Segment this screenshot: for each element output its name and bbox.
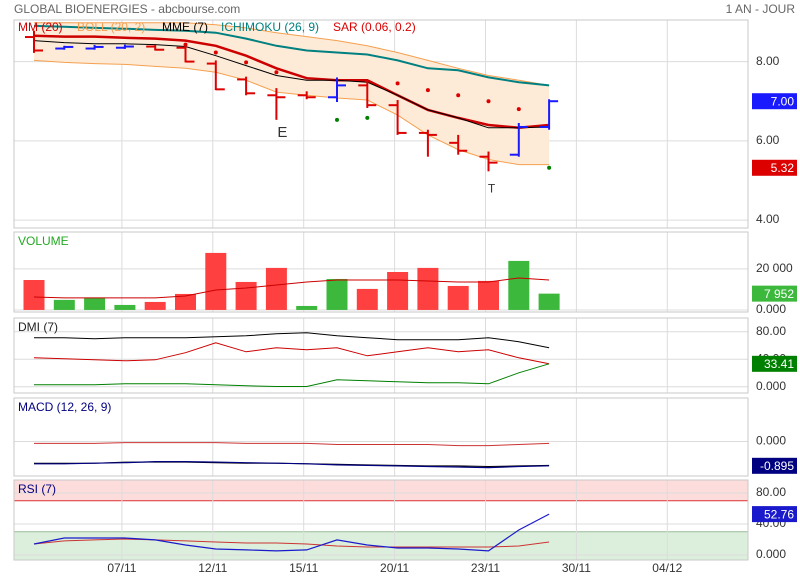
indicator-line	[33, 40, 550, 129]
annotation: E	[277, 124, 287, 141]
volume-bar	[478, 280, 499, 310]
volume-bar	[23, 280, 45, 310]
value-label-box	[752, 93, 797, 110]
value-label: 7 952	[764, 287, 794, 301]
value-label: 7.00	[771, 94, 795, 108]
volume-bar	[508, 260, 530, 310]
volume-bar	[84, 297, 106, 310]
legend-entry: MM (20)	[18, 20, 63, 34]
legend-entry: BOLL (20, 2)	[77, 20, 145, 34]
sar-dot	[395, 81, 400, 86]
value-label-box	[752, 457, 797, 474]
y-tick-label: 8.00	[756, 54, 780, 68]
y-tick-label: 0.000	[756, 547, 786, 561]
panel-frame	[13, 19, 749, 229]
indicator-line	[34, 332, 550, 349]
indicator-line	[33, 513, 550, 552]
sar-dot	[547, 165, 552, 170]
sar-dot	[456, 93, 461, 98]
value-label-box	[752, 506, 797, 523]
volume-bar	[447, 285, 469, 310]
sar-dot	[425, 88, 430, 93]
sar-dot	[213, 50, 218, 55]
bollinger-fill	[34, 22, 550, 165]
sar-dot	[335, 117, 339, 122]
value-label: 33.41	[764, 357, 794, 371]
volume-bar	[144, 301, 166, 310]
x-tick-label: 20/11	[380, 561, 409, 575]
value-label-box	[752, 285, 797, 302]
value-label: 52.76	[764, 507, 794, 521]
volume-bar	[417, 267, 439, 310]
panel-title: RSI (7)	[18, 482, 56, 496]
x-tick-label: 04/12	[652, 561, 682, 575]
legend-entry: ICHIMOKU (26, 9)	[221, 20, 319, 34]
sar-dot	[365, 115, 370, 120]
x-tick-label: 15/11	[289, 561, 318, 575]
sar-dot	[516, 107, 521, 112]
sar-dot	[183, 42, 188, 47]
indicator-line	[34, 461, 550, 469]
value-label-box	[752, 355, 797, 372]
annotation: T	[488, 182, 496, 196]
indicator-line	[34, 363, 550, 387]
y-tick-label: 0.000	[756, 434, 786, 448]
volume-bar	[205, 252, 227, 310]
volume-bar	[114, 304, 136, 310]
panel-frame	[13, 317, 749, 394]
value-label-box	[752, 159, 797, 176]
volume-bar	[356, 288, 378, 310]
legend-entry: SAR (0.06, 0.2)	[333, 20, 416, 34]
y-tick-label: 0.000	[756, 379, 786, 393]
legend-entry: MME (7)	[162, 20, 208, 34]
panel-frame	[13, 479, 749, 561]
panel-title: VOLUME	[18, 234, 69, 248]
value-label: 5.32	[771, 161, 795, 175]
volume-bar	[538, 293, 560, 310]
panel-frame	[13, 397, 749, 477]
volume-bar	[53, 299, 75, 310]
y-tick-label: 80.00	[756, 485, 786, 499]
x-tick-label: 12/11	[198, 561, 227, 575]
volume-bar	[296, 305, 318, 310]
y-tick-label: 6.00	[756, 133, 780, 147]
indicator-line	[33, 277, 550, 299]
x-tick-label: 30/11	[562, 561, 591, 575]
volume-bar	[387, 272, 409, 310]
sar-dot	[244, 60, 249, 65]
value-label: -0.895	[760, 459, 794, 473]
panel-frame	[13, 231, 749, 313]
panel-title: MACD (12, 26, 9)	[18, 400, 111, 414]
x-tick-label: 23/11	[471, 561, 500, 575]
sar-dot	[274, 70, 279, 75]
volume-bar	[175, 293, 196, 310]
volume-bar	[235, 281, 257, 310]
sar-dot	[486, 99, 491, 104]
volume-bar	[326, 278, 348, 310]
y-tick-label: 0.000	[756, 302, 786, 316]
x-tick-label: 07/11	[107, 561, 136, 575]
indicator-line	[33, 538, 550, 548]
bollinger-upper	[34, 22, 550, 86]
panel-title: DMI (7)	[18, 320, 58, 334]
volume-bar	[265, 267, 287, 310]
period[interactable]: 1 AN - JOUR	[726, 2, 796, 16]
y-tick-label: 20 000	[756, 261, 793, 275]
indicator-line	[34, 442, 550, 447]
indicator-line	[33, 342, 550, 365]
overbought-zone	[14, 480, 748, 501]
y-tick-label: 80.00	[756, 324, 786, 338]
indicator-line	[33, 24, 550, 87]
page-title: GLOBAL BIOENERGIES - abcbourse.com	[14, 2, 240, 16]
y-tick-label: 4.00	[756, 212, 780, 226]
